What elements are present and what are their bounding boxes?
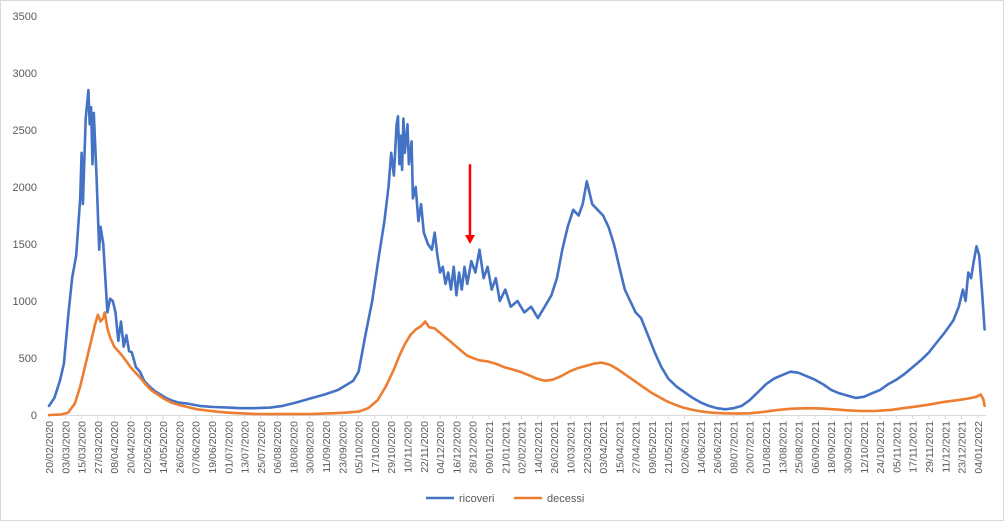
x-tick-label: 01/07/2020 <box>223 421 235 474</box>
legend-label-ricoveri: ricoveri <box>459 493 494 505</box>
x-tick-label: 19/06/2020 <box>207 421 219 474</box>
x-tick-label: 14/05/2020 <box>158 421 170 474</box>
x-tick-label: 26/05/2020 <box>174 421 186 474</box>
x-tick-label: 11/09/2020 <box>321 421 333 473</box>
x-tick-label: 22/03/2021 <box>582 421 594 474</box>
x-tick-label: 29/11/2021 <box>924 421 936 473</box>
x-tick-label: 03/04/2021 <box>598 421 610 474</box>
annotation-arrowhead <box>464 235 475 244</box>
x-tick-label: 27/03/2020 <box>93 421 105 474</box>
x-tick-label: 20/02/2020 <box>44 421 56 474</box>
y-tick-label: 3500 <box>13 11 37 23</box>
y-tick-label: 1500 <box>13 239 37 251</box>
y-axis-ticks: 0 500 1000 1500 2000 2500 3000 3500 <box>13 11 37 422</box>
x-tick-label: 13/07/2020 <box>240 421 252 474</box>
x-tick-label: 30/09/2021 <box>842 421 854 474</box>
annotations <box>464 164 475 244</box>
x-tick-label: 18/09/2021 <box>826 421 838 474</box>
x-tick-label: 25/07/2020 <box>256 421 268 474</box>
series-line-ricoveri <box>47 88 986 411</box>
x-tick-label: 02/05/2020 <box>142 421 154 474</box>
x-tick-label: 20/07/2021 <box>745 421 757 474</box>
series-line-decessi <box>47 311 986 417</box>
x-axis: 20/02/2020 03/03/2020 15/03/2020 27/03/2020… <box>44 415 986 474</box>
y-tick-label: 0 <box>31 410 37 422</box>
x-tick-label: 21/05/2021 <box>663 421 675 474</box>
x-tick-label: 21/01/2021 <box>500 421 512 474</box>
y-tick-label: 1000 <box>13 296 37 308</box>
x-tick-label: 24/10/2021 <box>875 421 887 474</box>
y-tick-label: 3000 <box>13 68 37 80</box>
x-tick-label: 10/11/2020 <box>403 421 415 473</box>
x-tick-label: 09/01/2021 <box>484 421 496 474</box>
x-tick-label: 01/08/2021 <box>761 421 773 474</box>
x-tick-label: 15/04/2021 <box>614 421 626 474</box>
x-tick-label: 12/10/2021 <box>859 421 871 474</box>
x-tick-label: 10/03/2021 <box>565 421 577 474</box>
x-tick-label: 16/12/2020 <box>451 421 463 474</box>
x-tick-label: 09/05/2021 <box>647 421 659 474</box>
x-tick-label: 17/11/2021 <box>908 421 920 473</box>
x-tick-label: 14/06/2021 <box>696 421 708 474</box>
x-tick-label: 26/06/2021 <box>712 421 724 474</box>
x-tick-label: 17/10/2020 <box>370 421 382 474</box>
x-tick-label: 26/02/2021 <box>549 421 561 474</box>
x-tick-label: 28/12/2020 <box>468 421 480 474</box>
x-tick-label: 08/04/2020 <box>109 421 121 474</box>
x-tick-label: 06/08/2020 <box>272 421 284 474</box>
x-tick-label: 04/12/2020 <box>435 421 447 474</box>
y-tick-label: 500 <box>19 353 37 365</box>
series-lines <box>47 88 986 417</box>
x-tick-label: 11/12/2021 <box>940 421 952 473</box>
y-tick-label: 2000 <box>13 182 37 194</box>
x-tick-label: 18/08/2020 <box>288 421 300 474</box>
legend: ricoveri decessi <box>426 493 584 505</box>
x-tick-label: 23/09/2020 <box>337 421 349 474</box>
x-tick-label: 03/03/2020 <box>60 421 72 474</box>
x-tick-label: 13/08/2021 <box>777 421 789 474</box>
x-tick-label: 29/10/2020 <box>386 421 398 474</box>
x-tick-label: 15/03/2020 <box>77 421 89 474</box>
x-tick-label: 02/06/2021 <box>680 421 692 474</box>
x-tick-label: 25/08/2021 <box>794 421 806 474</box>
x-tick-label: 30/08/2020 <box>305 421 317 474</box>
x-tick-label: 05/11/2021 <box>891 421 903 473</box>
x-tick-label: 06/09/2021 <box>810 421 822 474</box>
x-tick-label: 14/02/2021 <box>533 421 545 474</box>
x-tick-label: 08/07/2021 <box>728 421 740 474</box>
x-tick-label: 04/01/2022 <box>973 421 985 474</box>
x-tick-label: 05/10/2020 <box>354 421 366 474</box>
x-tick-label: 20/04/2020 <box>125 421 137 474</box>
legend-label-decessi: decessi <box>547 493 584 505</box>
x-tick-label: 22/11/2020 <box>419 421 431 473</box>
x-tick-label: 23/12/2021 <box>957 421 969 474</box>
y-tick-label: 2500 <box>13 125 37 137</box>
x-tick-label: 02/02/2021 <box>517 421 529 474</box>
x-tick-label: 27/04/2021 <box>631 421 643 474</box>
x-tick-label: 07/06/2020 <box>191 421 203 474</box>
